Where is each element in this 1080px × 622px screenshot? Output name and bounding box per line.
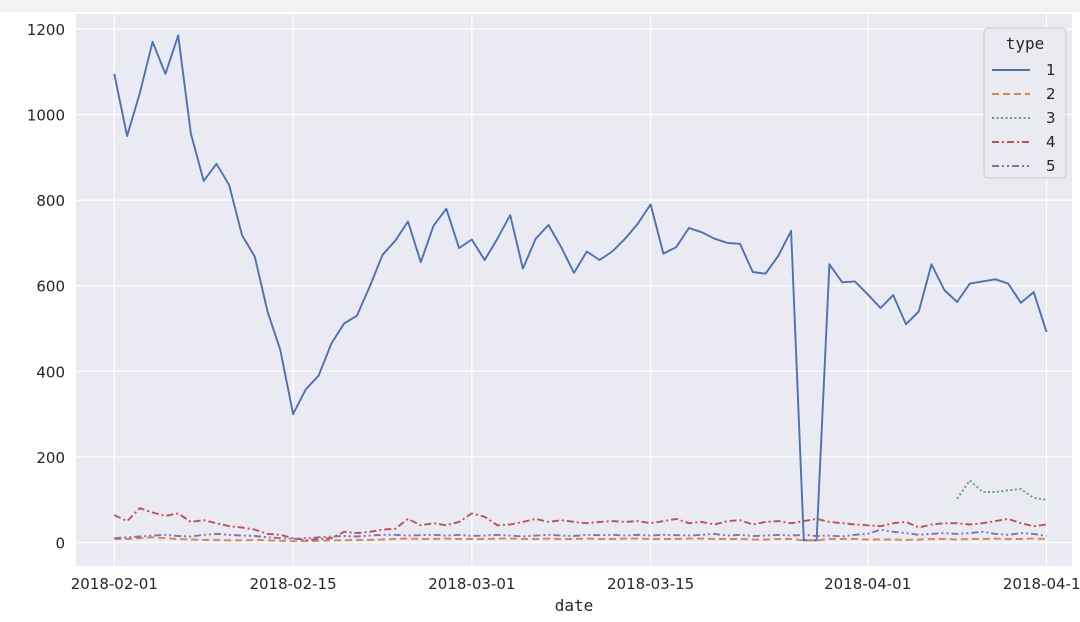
legend-label: 3 <box>1046 109 1056 127</box>
series-2-line <box>114 536 1047 543</box>
legend-item-2: 2 <box>992 85 1056 103</box>
y-axis-ticks: 0 200 400 600 800 1000 1200 <box>27 21 65 552</box>
legend-items: 1 2 3 4 5 <box>992 61 1056 175</box>
x-tick-label: 2018-02-15 <box>249 575 336 593</box>
legend-item-3: 3 <box>992 109 1056 127</box>
legend-label: 2 <box>1046 85 1056 103</box>
top-shadow-strip <box>0 0 1080 12</box>
x-tick-label: 2018-02-01 <box>71 575 158 593</box>
legend-item-5: 5 <box>992 157 1056 175</box>
y-tick-label: 1200 <box>27 21 65 39</box>
legend-item-4: 4 <box>992 133 1056 151</box>
y-tick-label: 0 <box>55 534 65 552</box>
y-tick-label: 800 <box>36 192 65 210</box>
x-tick-label: 2018-04-15 <box>1003 575 1080 593</box>
y-tick-label: 600 <box>36 278 65 296</box>
y-tick-label: 400 <box>36 363 65 381</box>
y-tick-label: 200 <box>36 449 65 467</box>
legend-label: 4 <box>1046 133 1056 151</box>
x-tick-label: 2018-03-01 <box>428 575 515 593</box>
x-axis-ticks: 2018-02-01 2018-02-15 2018-03-01 2018-03-15… <box>71 575 1080 593</box>
gridlines <box>76 14 1072 566</box>
series-3-line <box>956 479 1047 501</box>
series-1-line <box>113 34 1048 542</box>
legend-item-1: 1 <box>992 61 1056 79</box>
legend-title: type <box>1006 34 1045 53</box>
y-tick-label: 1000 <box>27 107 65 125</box>
plot-area <box>76 14 1072 566</box>
series-5-line <box>114 528 1047 540</box>
series-layer <box>113 34 1048 543</box>
legend: type 1 2 3 4 5 <box>983 27 1067 179</box>
x-tick-label: 2018-04-01 <box>824 575 911 593</box>
legend-box <box>983 27 1067 179</box>
series-4-line <box>113 507 1047 542</box>
legend-label: 5 <box>1046 157 1056 175</box>
x-axis-label: date <box>555 596 594 615</box>
legend-label: 1 <box>1046 61 1056 79</box>
x-tick-label: 2018-03-15 <box>607 575 694 593</box>
